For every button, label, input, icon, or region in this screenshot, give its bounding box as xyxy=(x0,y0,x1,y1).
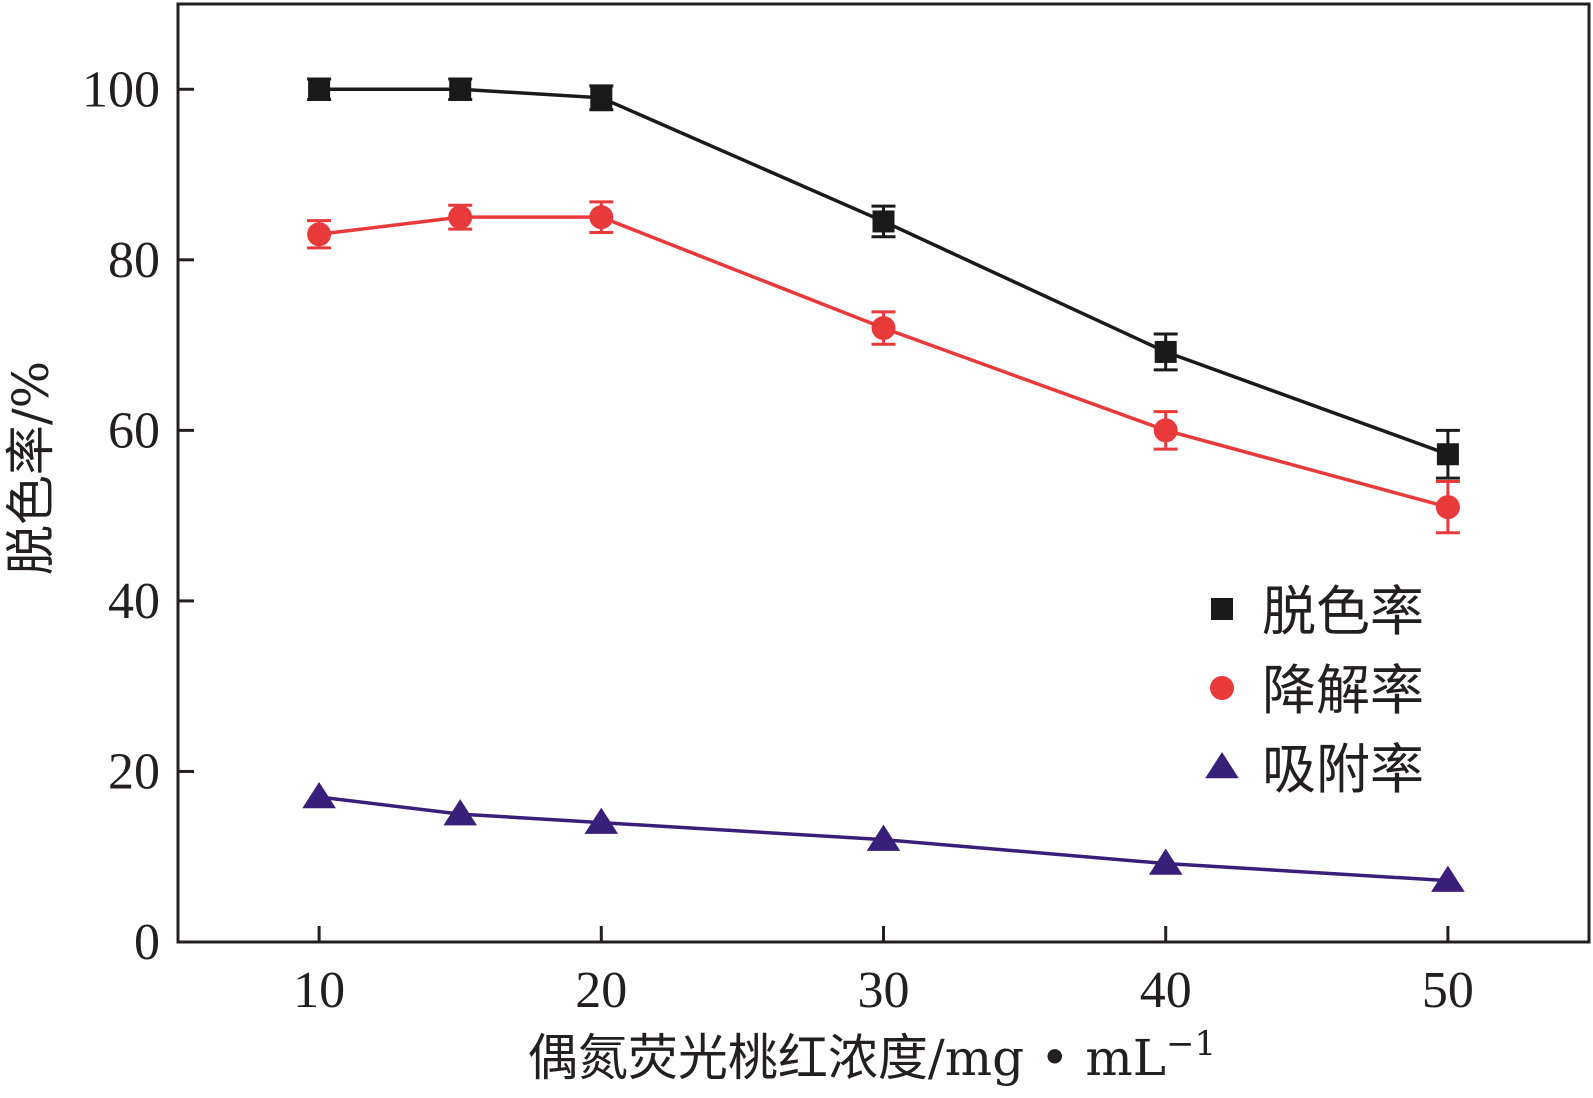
y-tick-label: 80 xyxy=(108,232,160,289)
x-tick-label: 40 xyxy=(1140,962,1192,1019)
series-line xyxy=(319,87,1449,456)
legend-marker xyxy=(1210,676,1234,700)
x-tick-label: 50 xyxy=(1422,962,1474,1019)
data-point xyxy=(308,78,331,101)
data-point xyxy=(448,205,473,230)
legend-label: 吸附率 xyxy=(1262,738,1424,801)
series-1 xyxy=(307,77,1460,480)
series-3 xyxy=(302,782,1465,892)
data-point xyxy=(872,210,895,233)
legend-item-2: 降解率 xyxy=(1210,659,1424,722)
data-point xyxy=(1431,865,1465,892)
series-2 xyxy=(307,200,1460,535)
data-point xyxy=(302,782,336,809)
y-tick-label: 40 xyxy=(108,573,160,630)
data-point xyxy=(589,205,614,230)
y-tick-label: 20 xyxy=(108,743,160,800)
data-point xyxy=(1153,418,1178,443)
data-point xyxy=(1148,848,1183,875)
x-tick-label: 20 xyxy=(575,962,627,1019)
plot-border xyxy=(176,2,1591,944)
series-line xyxy=(318,795,1449,883)
series-line xyxy=(318,215,1449,509)
data-point xyxy=(449,78,472,101)
legend-marker xyxy=(1211,598,1233,620)
x-axis: 10 20 30 40 50 xyxy=(293,926,1474,1019)
plot-frame xyxy=(176,2,1591,944)
legend-label: 降解率 xyxy=(1262,659,1424,722)
legend-item-3: 吸附率 xyxy=(1205,738,1424,801)
y-axis: 0 20 40 60 80 100 xyxy=(82,61,194,971)
x-axis-title: 偶氮荧光桃红浓度/mg • mL−1 xyxy=(528,1024,1216,1087)
x-tick-label: 30 xyxy=(858,962,910,1019)
x-axis-title-superscript: −1 xyxy=(1166,1024,1216,1064)
data-point xyxy=(590,86,613,109)
x-tick-label: 10 xyxy=(293,962,345,1019)
data-point xyxy=(866,824,901,851)
data-point xyxy=(443,799,477,826)
data-point xyxy=(1435,495,1460,520)
legend-label: 脱色率 xyxy=(1262,580,1424,643)
y-tick-label: 100 xyxy=(82,61,160,118)
data-point xyxy=(871,316,896,341)
y-tick-label: 60 xyxy=(108,402,160,459)
data-point xyxy=(584,807,619,834)
y-tick-label: 0 xyxy=(134,914,160,971)
data-point xyxy=(1436,443,1459,466)
series-layer xyxy=(302,77,1465,892)
data-point xyxy=(1154,340,1177,363)
legend-item-1: 脱色率 xyxy=(1211,580,1424,643)
y-axis-title: 脱色率/% xyxy=(2,361,60,575)
legend-marker xyxy=(1205,752,1239,779)
data-point xyxy=(307,222,332,247)
